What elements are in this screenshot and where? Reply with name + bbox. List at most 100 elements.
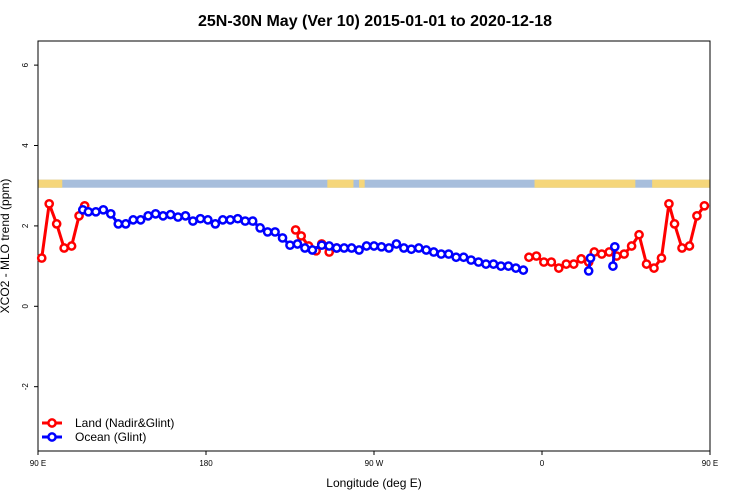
legend-label-0: Land (Nadir&Glint): [75, 416, 174, 430]
series-1-point-59: [518, 265, 529, 275]
series-1-point-52: [466, 255, 476, 265]
series-1-point-19: [217, 215, 228, 225]
series-1-point-13: [173, 212, 183, 222]
land-segment-1: [327, 179, 354, 188]
x-tick-label-4: 90 E: [702, 459, 718, 468]
y-axis-label: XCO2 - MLO trend (ppm): [0, 179, 12, 314]
x-tick-label-2: 90 W: [365, 459, 384, 468]
series-1-point-60: [583, 266, 594, 276]
series-1-point-34: [331, 243, 342, 253]
series-1-point-54: [481, 259, 491, 269]
series-0-point-21: [576, 254, 587, 264]
series-1-point-12: [165, 209, 176, 220]
series-1-point-43: [399, 243, 409, 253]
series-0-point-16: [539, 257, 549, 267]
y-tick-label-2: 2: [21, 223, 30, 228]
series-1-point-6: [120, 219, 131, 229]
series-0-point-29: [634, 229, 644, 240]
series-1-point-53: [473, 257, 484, 267]
legend-label-1: Ocean (Glint): [75, 430, 146, 444]
y-tick-label-3: 4: [21, 143, 30, 148]
series-0-point-31: [649, 263, 659, 273]
series-1-point-55: [488, 259, 499, 269]
data-series: [36, 198, 710, 276]
series-0-point-20: [568, 259, 579, 269]
legend: Land (Nadir&Glint)Ocean (Glint): [42, 416, 174, 444]
series-1-point-31: [307, 245, 318, 255]
series-1-point-9: [143, 211, 153, 221]
series-1-point-40: [376, 241, 387, 252]
series-1-point-26: [270, 227, 280, 237]
series-0-point-28: [626, 241, 637, 251]
series-1-point-15: [188, 216, 198, 226]
series-1-point-17: [203, 215, 213, 225]
series-1-point-48: [436, 249, 447, 259]
series-1-point-1: [83, 206, 94, 217]
series-1-point-14: [180, 211, 191, 221]
series-1-point-36: [346, 243, 357, 253]
series-1-point-50: [451, 252, 461, 263]
series-1-point-8: [135, 215, 146, 225]
chart-title: 25N-30N May (Ver 10) 2015-01-01 to 2020-…: [198, 13, 552, 30]
series-0: [36, 198, 710, 273]
series-0-point-24: [596, 249, 607, 259]
y-tick-label-4: 6: [21, 62, 30, 67]
series-0-point-37: [692, 211, 702, 221]
series-1-point-33: [324, 241, 335, 251]
series-1-point-29: [292, 239, 303, 249]
series-1-point-45: [413, 243, 424, 253]
series-1-point-21: [232, 213, 243, 224]
series-1-point-56: [496, 261, 506, 271]
series-1-point-3: [98, 204, 109, 215]
series-0-point-2: [51, 219, 62, 229]
land-segment-4: [652, 179, 710, 188]
series-1-point-16: [195, 213, 206, 224]
y-tick-label-1: 0: [21, 304, 30, 309]
legend-marker-0: [47, 418, 57, 428]
series-1-point-63: [609, 241, 620, 252]
series-1-point-44: [406, 244, 417, 255]
x-tick-label-1: 180: [199, 459, 213, 468]
series-1-point-24: [255, 223, 265, 233]
x-axis: 90 E 180 90 W 0 90 E: [30, 451, 718, 468]
series-1-point-2: [91, 206, 101, 217]
x-tick-label-3: 0: [540, 459, 545, 468]
series-0-point-0: [36, 253, 47, 263]
land-segment-2: [359, 179, 365, 188]
series-0-point-27: [619, 249, 629, 259]
series-0-point-35: [677, 243, 687, 253]
series-1-point-38: [361, 241, 372, 251]
series-0-point-4: [66, 241, 77, 251]
series-1-point-57: [503, 261, 514, 271]
series-1-point-20: [225, 215, 236, 225]
series-1-point-35: [339, 243, 349, 253]
legend-marker-1: [47, 432, 57, 442]
series-0-point-38: [699, 200, 710, 211]
series-0-point-19: [561, 259, 572, 269]
series-1-point-58: [511, 263, 521, 273]
series-0-point-14: [524, 252, 534, 263]
y-tick-label-0: -2: [21, 383, 30, 391]
series-1-point-47: [428, 247, 439, 257]
land-segment-3: [534, 179, 636, 188]
series-1-point-22: [240, 216, 251, 226]
series-1-point-28: [285, 240, 295, 251]
series-1-point-41: [384, 243, 394, 253]
series-1-point-51: [458, 252, 469, 263]
series-0-point-33: [664, 198, 674, 209]
ocean-band: [38, 179, 710, 188]
series-0-point-32: [656, 253, 667, 263]
series-0-point-3: [59, 243, 69, 253]
series-1-point-10: [150, 208, 161, 219]
series-1-point-39: [369, 241, 379, 251]
series-1-point-49: [443, 249, 454, 259]
series-1-point-27: [277, 233, 288, 243]
series-1-point-11: [158, 211, 168, 221]
series-0-point-8: [296, 231, 307, 241]
series-0-point-15: [531, 251, 542, 261]
series-1-point-37: [354, 245, 364, 255]
x-axis-label: Longitude (deg E): [326, 476, 421, 490]
series-1-point-32: [316, 240, 327, 251]
series-1-point-42: [391, 239, 402, 249]
x-tick-label-0: 90 E: [30, 459, 46, 468]
